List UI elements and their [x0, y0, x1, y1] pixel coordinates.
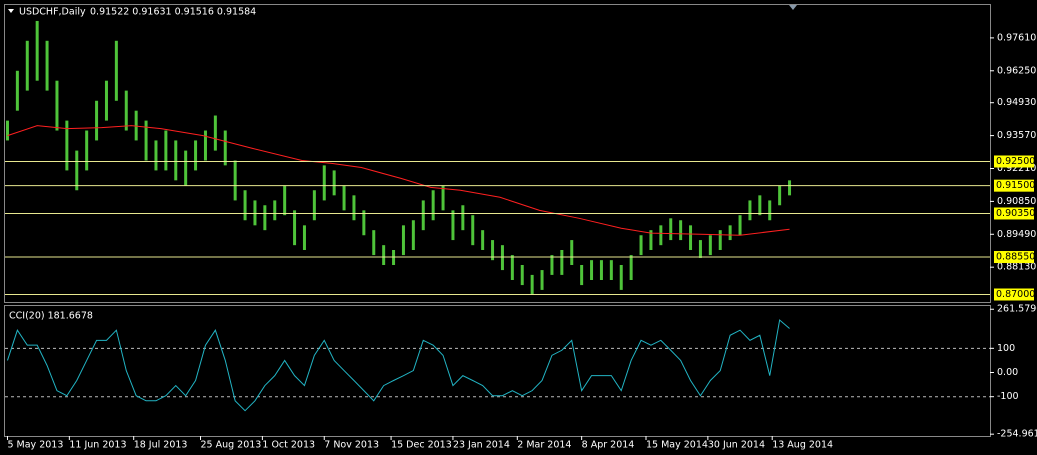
level-label: 0.90350 [996, 208, 1035, 219]
y-tick-label: 0.94930 [997, 97, 1036, 108]
y-tick-label: -100 [997, 391, 1019, 402]
x-tick-label: 2 Mar 2014 [517, 440, 571, 451]
y-tick-label: 100 [997, 343, 1015, 354]
x-tick-label: 18 Jul 2013 [134, 440, 188, 451]
y-tick-label: 0.90850 [997, 196, 1036, 207]
cci-title: CCI(20) 181.6678 [9, 311, 93, 322]
level-label: 0.87000 [996, 289, 1035, 300]
x-tick-label: 15 Dec 2013 [391, 440, 452, 451]
x-tick-label: 30 Jun 2014 [708, 440, 765, 451]
y-tick-label: 0.93570 [997, 130, 1036, 141]
level-label: 0.88550 [996, 252, 1035, 263]
shift-marker [789, 5, 797, 10]
x-tick-label: 23 Jan 2014 [453, 440, 510, 451]
y-tick-label: 0.88130 [997, 262, 1036, 273]
y-tick-label: 0.00 [997, 367, 1018, 378]
menu-arrow[interactable] [8, 9, 14, 13]
level-label-bg [994, 251, 1034, 264]
price-panel [4, 4, 991, 303]
x-tick-label: 8 Apr 2014 [582, 440, 635, 451]
cci-panel [4, 305, 991, 437]
x-tick-label: 1 Oct 2013 [262, 440, 315, 451]
moving-average [7, 125, 790, 236]
x-tick-label: 15 May 2014 [646, 440, 708, 451]
ohlc-readout: 0.91522 0.91631 0.91516 0.91584 [90, 7, 256, 18]
y-tick-label: 0.96250 [997, 65, 1036, 76]
y-tick-label: -254.9616 [997, 429, 1037, 440]
x-tick-label: 11 Jun 2013 [69, 440, 126, 451]
level-label-bg [994, 288, 1034, 301]
level-label-bg [994, 207, 1034, 220]
x-tick-label: 25 Aug 2013 [201, 440, 262, 451]
x-tick-label: 13 Aug 2014 [772, 440, 833, 451]
y-tick-label: 0.89490 [997, 229, 1036, 240]
level-label-bg [994, 179, 1034, 192]
x-tick-label: 5 May 2013 [7, 440, 63, 451]
level-label: 0.92500 [996, 156, 1035, 167]
y-tick-label: 0.97610 [997, 32, 1036, 43]
level-label-bg [994, 155, 1034, 168]
y-tick-label: 0.92210 [997, 163, 1036, 174]
cci-line [6, 319, 790, 412]
level-label: 0.91500 [996, 180, 1035, 191]
y-tick-label: 261.5796 [997, 304, 1037, 315]
symbol-title: USDCHF,Daily [19, 7, 86, 18]
x-tick-label: 7 Nov 2013 [324, 440, 379, 451]
